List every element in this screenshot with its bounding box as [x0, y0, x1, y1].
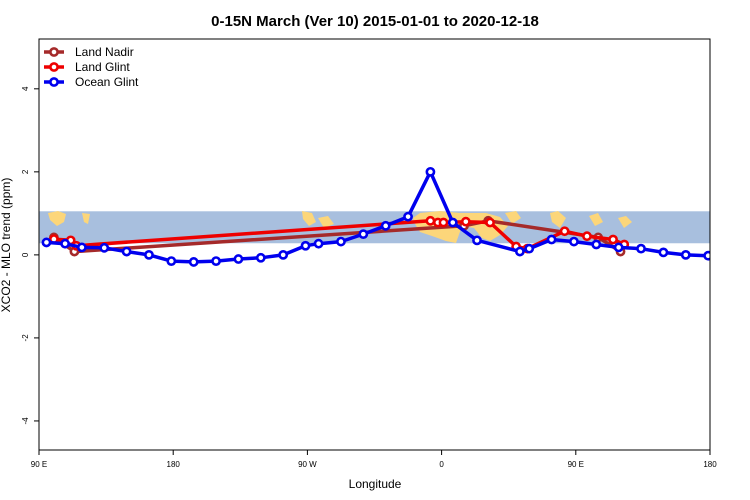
- legend-label-ocean-glint: Ocean Glint: [75, 75, 139, 89]
- world-map-band: [39, 211, 710, 244]
- y-tick-label: 0: [21, 252, 30, 257]
- data-point-ocean-glint: [524, 243, 535, 254]
- land-mass: [48, 211, 66, 226]
- data-point-land-glint: [485, 217, 495, 228]
- data-point-ocean-glint: [313, 238, 324, 249]
- data-point-ocean-glint: [121, 246, 132, 257]
- data-point-ocean-glint: [233, 254, 244, 264]
- plot-frame: [38, 38, 711, 451]
- data-point-ocean-glint: [99, 242, 110, 253]
- data-point-ocean-glint: [380, 220, 391, 231]
- data-point-ocean-glint: [144, 249, 154, 260]
- data-point-ocean-glint: [546, 234, 557, 245]
- series-layer: [41, 166, 710, 267]
- x-tick-label: 180: [167, 460, 181, 469]
- data-point-ocean-glint: [255, 252, 266, 263]
- legend-marker-land-glint: [49, 62, 59, 72]
- data-point-ocean-glint: [41, 237, 52, 248]
- data-point-ocean-glint: [300, 240, 311, 251]
- data-point-ocean-glint: [188, 257, 199, 267]
- data-point-ocean-glint: [76, 242, 87, 253]
- data-point-land-glint: [559, 226, 570, 237]
- legend-marker-ocean-glint: [49, 77, 59, 87]
- legend-marker-land-nadir: [49, 47, 59, 57]
- y-tick-label: 2: [21, 169, 30, 174]
- legend-label-land-nadir: Land Nadir: [75, 45, 134, 59]
- data-point-ocean-glint: [658, 247, 669, 258]
- y-axis-label: XCO2 - MLO trend (ppm): [0, 178, 13, 313]
- land-mass: [318, 216, 334, 228]
- data-point-land-glint: [425, 215, 436, 226]
- land-mass: [618, 216, 632, 228]
- land-mass: [82, 213, 90, 224]
- data-point-ocean-glint: [569, 236, 579, 247]
- data-point-ocean-glint: [591, 239, 602, 250]
- data-point-ocean-glint: [403, 211, 413, 222]
- data-point-ocean-glint: [60, 238, 70, 249]
- data-point-ocean-glint: [278, 249, 289, 260]
- land-mass: [302, 211, 316, 226]
- data-point-ocean-glint: [514, 246, 525, 257]
- data-point-ocean-glint: [680, 249, 691, 260]
- y-tick-label: 4: [21, 86, 30, 91]
- data-point-land-glint: [460, 216, 471, 227]
- y-tick-label: -4: [21, 417, 30, 425]
- x-tick-label: 90 E: [31, 460, 47, 469]
- x-tick-label: 0: [439, 460, 444, 469]
- data-point-ocean-glint: [211, 256, 221, 267]
- x-axis: 90 E 180 90 W 0 90 E 180: [31, 450, 717, 469]
- legend-label-land-glint: Land Glint: [75, 60, 130, 74]
- data-point-land-glint: [608, 234, 618, 245]
- data-point-ocean-glint: [636, 243, 646, 254]
- data-point-ocean-glint: [447, 217, 458, 228]
- chart-title: 0-15N March (Ver 10) 2015-01-01 to 2020-…: [211, 13, 539, 30]
- data-point-ocean-glint: [613, 242, 624, 253]
- land-mass: [505, 211, 521, 224]
- data-point-ocean-glint: [425, 166, 436, 177]
- data-point-land-glint: [582, 231, 592, 242]
- land-mass: [589, 213, 603, 226]
- y-axis: 4 2 0 -2 -4: [21, 86, 39, 425]
- x-axis-label: Longitude: [349, 477, 402, 491]
- data-point-ocean-glint: [336, 236, 346, 247]
- data-point-ocean-glint: [703, 250, 710, 261]
- x-tick-label: 90 W: [298, 460, 317, 469]
- data-point-land-glint: [438, 217, 449, 228]
- x-tick-label: 90 E: [568, 460, 584, 469]
- land-mass: [550, 211, 566, 228]
- data-point-ocean-glint: [358, 229, 369, 240]
- x-tick-label: 180: [703, 460, 717, 469]
- data-point-ocean-glint: [166, 256, 177, 267]
- data-point-ocean-glint: [472, 235, 482, 246]
- y-tick-label: -2: [21, 334, 30, 342]
